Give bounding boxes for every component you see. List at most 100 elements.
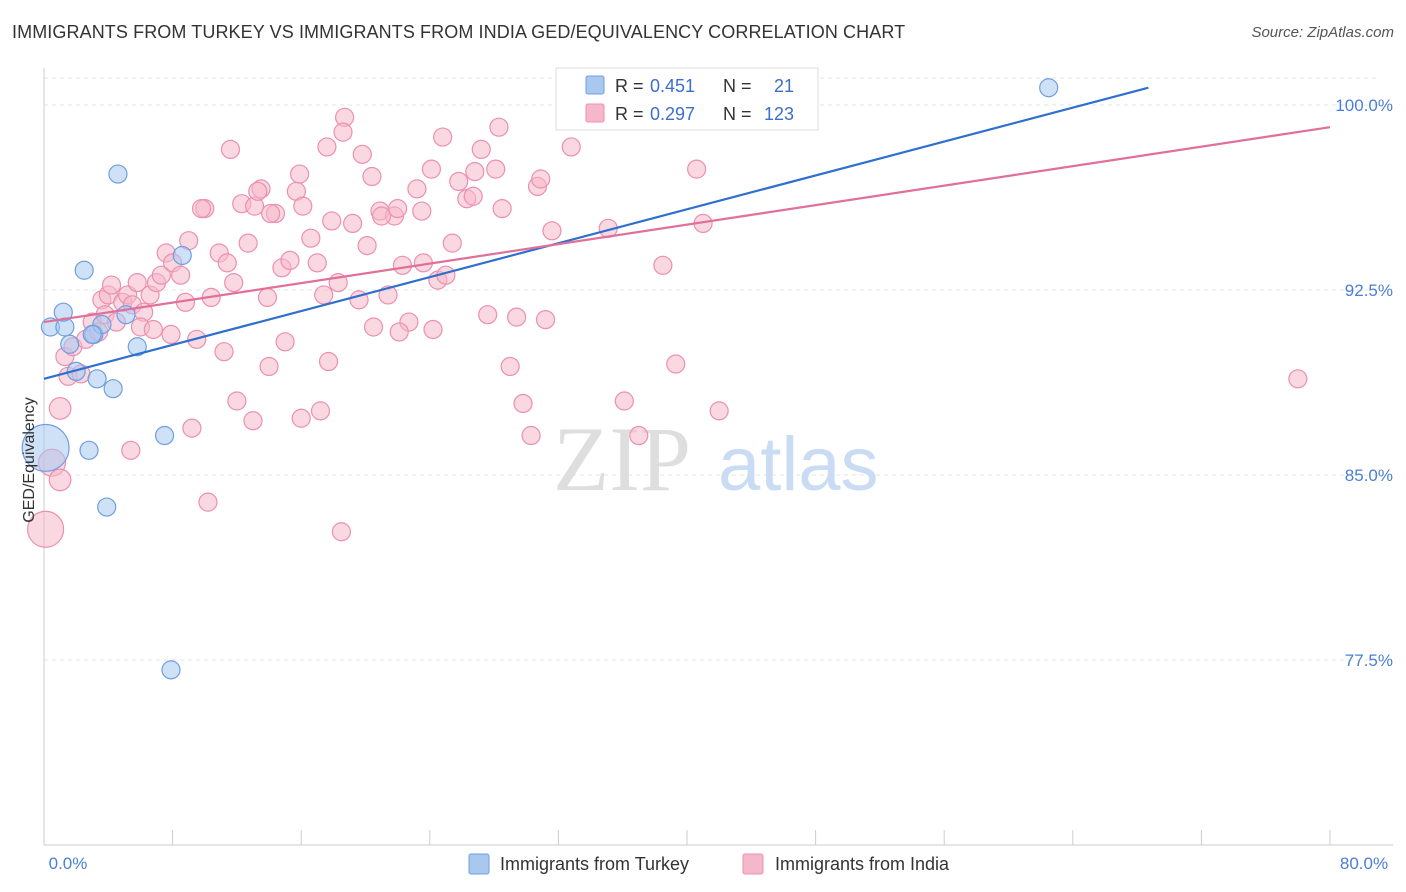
point-india [388, 199, 408, 219]
point-india [561, 137, 581, 157]
point-india [307, 253, 327, 273]
y-tick-label: 92.5% [1345, 281, 1393, 300]
y-tick-label: 85.0% [1345, 466, 1393, 485]
point-india [478, 305, 498, 325]
legend-r-label-india: R = [615, 104, 644, 124]
point-india [143, 319, 163, 340]
legend-n-value-turkey: 21 [774, 76, 794, 96]
point-india [389, 322, 409, 342]
point-turkey [108, 164, 128, 184]
point-india [259, 356, 279, 377]
series-legend: Immigrants from Turkey Immigrants from I… [468, 853, 950, 875]
point-turkey [74, 260, 94, 280]
point-india [371, 206, 392, 226]
point-india [182, 418, 202, 438]
point-india [121, 440, 141, 460]
point-india [433, 127, 453, 147]
point-india [357, 236, 377, 256]
point-turkey [1039, 78, 1059, 98]
data-points [21, 78, 1308, 680]
series-legend-swatch-india [742, 853, 764, 875]
chart-source: Source: ZipAtlas.com [1251, 24, 1394, 41]
point-india [407, 179, 427, 199]
point-india [198, 492, 218, 512]
point-india [48, 397, 72, 420]
point-india [280, 250, 300, 270]
point-turkey [87, 369, 107, 389]
legend-r-value-india: 0.297 [650, 104, 695, 124]
point-india [352, 144, 372, 164]
legend-swatch-turkey [585, 75, 605, 95]
point-india [333, 122, 353, 142]
legend-n-label-turkey: N = [723, 76, 752, 96]
point-turkey [82, 324, 102, 344]
point-india [238, 233, 258, 253]
point-india [471, 139, 491, 159]
point-turkey [21, 423, 70, 472]
point-turkey [79, 440, 99, 460]
point-india [151, 265, 171, 285]
point-india [48, 468, 72, 492]
point-india [318, 351, 339, 372]
trend-line-turkey [43, 86, 1149, 380]
point-india [709, 401, 729, 421]
point-turkey [154, 425, 175, 446]
point-india [507, 307, 527, 327]
point-turkey [60, 334, 80, 354]
series-legend-label-india: Immigrants from India [775, 854, 950, 874]
chart-title: IMMIGRANTS FROM TURKEY VS IMMIGRANTS FRO… [12, 22, 906, 42]
legend-n-value-india: 123 [764, 104, 794, 124]
point-india [412, 201, 432, 221]
point-india [465, 162, 485, 182]
point-india [486, 159, 506, 179]
point-india [1288, 369, 1308, 389]
point-india [449, 171, 469, 192]
point-india [687, 159, 707, 179]
point-india [521, 425, 541, 446]
watermark-zip: ZIP [553, 408, 691, 510]
series-legend-label-turkey: Immigrants from Turkey [500, 854, 689, 874]
point-india [293, 196, 313, 216]
point-india [257, 287, 278, 307]
point-india [191, 199, 212, 219]
point-india [392, 255, 413, 275]
point-india [243, 411, 263, 431]
point-india [27, 510, 65, 548]
legend-n-label-india: N = [723, 104, 752, 124]
point-turkey [161, 660, 181, 680]
correlation-legend: R = 0.451 N = 21 R = 0.297 N = 123 [555, 67, 819, 131]
grid-lines [44, 77, 1380, 661]
point-india [227, 391, 247, 411]
point-india [492, 199, 512, 219]
watermark-atlas: atlas [718, 422, 879, 507]
point-india [217, 253, 237, 273]
point-india [322, 211, 342, 231]
tick-labels: 77.5% 85.0% 92.5% 100.0% 0.0% 80.0% [49, 96, 1393, 873]
point-india [127, 273, 147, 293]
point-india [614, 391, 634, 411]
point-india [421, 159, 442, 179]
point-india [171, 265, 191, 285]
y-tick-label: 100.0% [1335, 96, 1393, 115]
point-india [343, 213, 363, 233]
point-india [463, 186, 483, 206]
point-india [653, 255, 673, 275]
legend-r-value-turkey: 0.451 [650, 76, 695, 96]
point-india [261, 203, 281, 224]
point-turkey [97, 497, 117, 517]
point-india [513, 393, 533, 414]
point-india [423, 319, 443, 340]
point-india [535, 310, 556, 330]
x-tick-label: 0.0% [49, 854, 88, 873]
watermark: ZIP atlas [553, 408, 879, 510]
point-india [161, 324, 181, 344]
point-india [362, 166, 382, 187]
point-india [310, 401, 331, 421]
point-india [248, 181, 268, 201]
point-turkey [53, 302, 73, 322]
point-india [291, 408, 311, 428]
point-turkey [127, 337, 147, 357]
point-india [214, 342, 234, 362]
legend-r-label-turkey: R = [615, 76, 644, 96]
